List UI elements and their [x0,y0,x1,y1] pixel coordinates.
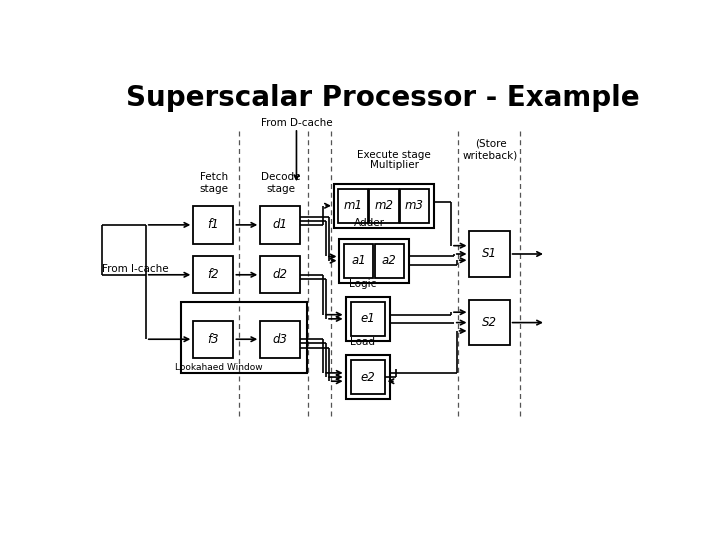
Text: Load: Load [350,337,375,347]
Text: Decode
stage: Decode stage [261,172,300,194]
Text: e1: e1 [361,312,375,326]
Text: f1: f1 [207,218,219,231]
Text: d1: d1 [273,218,288,231]
Bar [193,206,233,244]
Text: Lookahaed Window: Lookahaed Window [174,363,262,372]
Text: m1: m1 [343,199,363,212]
Bar [374,244,404,278]
Bar [400,188,429,223]
Text: From I-cache: From I-cache [102,264,169,274]
Bar [346,355,390,399]
Bar [469,231,510,277]
Bar [351,360,384,394]
Text: m2: m2 [374,199,393,212]
Text: Adder: Adder [354,218,384,228]
Text: a2: a2 [382,254,397,267]
Bar [469,300,510,346]
Bar [193,256,233,294]
Bar [334,184,433,228]
Bar [181,302,307,373]
Bar [260,321,300,358]
Bar [260,206,300,244]
Text: f2: f2 [207,268,219,281]
Bar [346,297,390,341]
Text: From D-cache: From D-cache [261,118,332,128]
Bar [369,188,399,223]
Text: Superscalar Processor - Example: Superscalar Processor - Example [126,84,640,112]
Bar [351,302,384,336]
Text: Logic: Logic [348,279,376,288]
Text: Fetch
stage: Fetch stage [199,172,228,194]
Bar [260,256,300,294]
Text: S2: S2 [482,316,497,329]
Bar [339,239,409,282]
Text: d3: d3 [273,333,288,346]
Text: Multiplier: Multiplier [369,160,418,170]
Text: S1: S1 [482,247,497,260]
Text: d2: d2 [273,268,288,281]
Text: Execute stage: Execute stage [357,151,431,160]
Text: e2: e2 [361,370,375,383]
Text: (Store
writeback): (Store writeback) [463,139,518,160]
Bar [344,244,374,278]
Bar [338,188,368,223]
Text: f3: f3 [207,333,219,346]
Text: a1: a1 [351,254,366,267]
Text: m3: m3 [405,199,424,212]
Bar [193,321,233,358]
